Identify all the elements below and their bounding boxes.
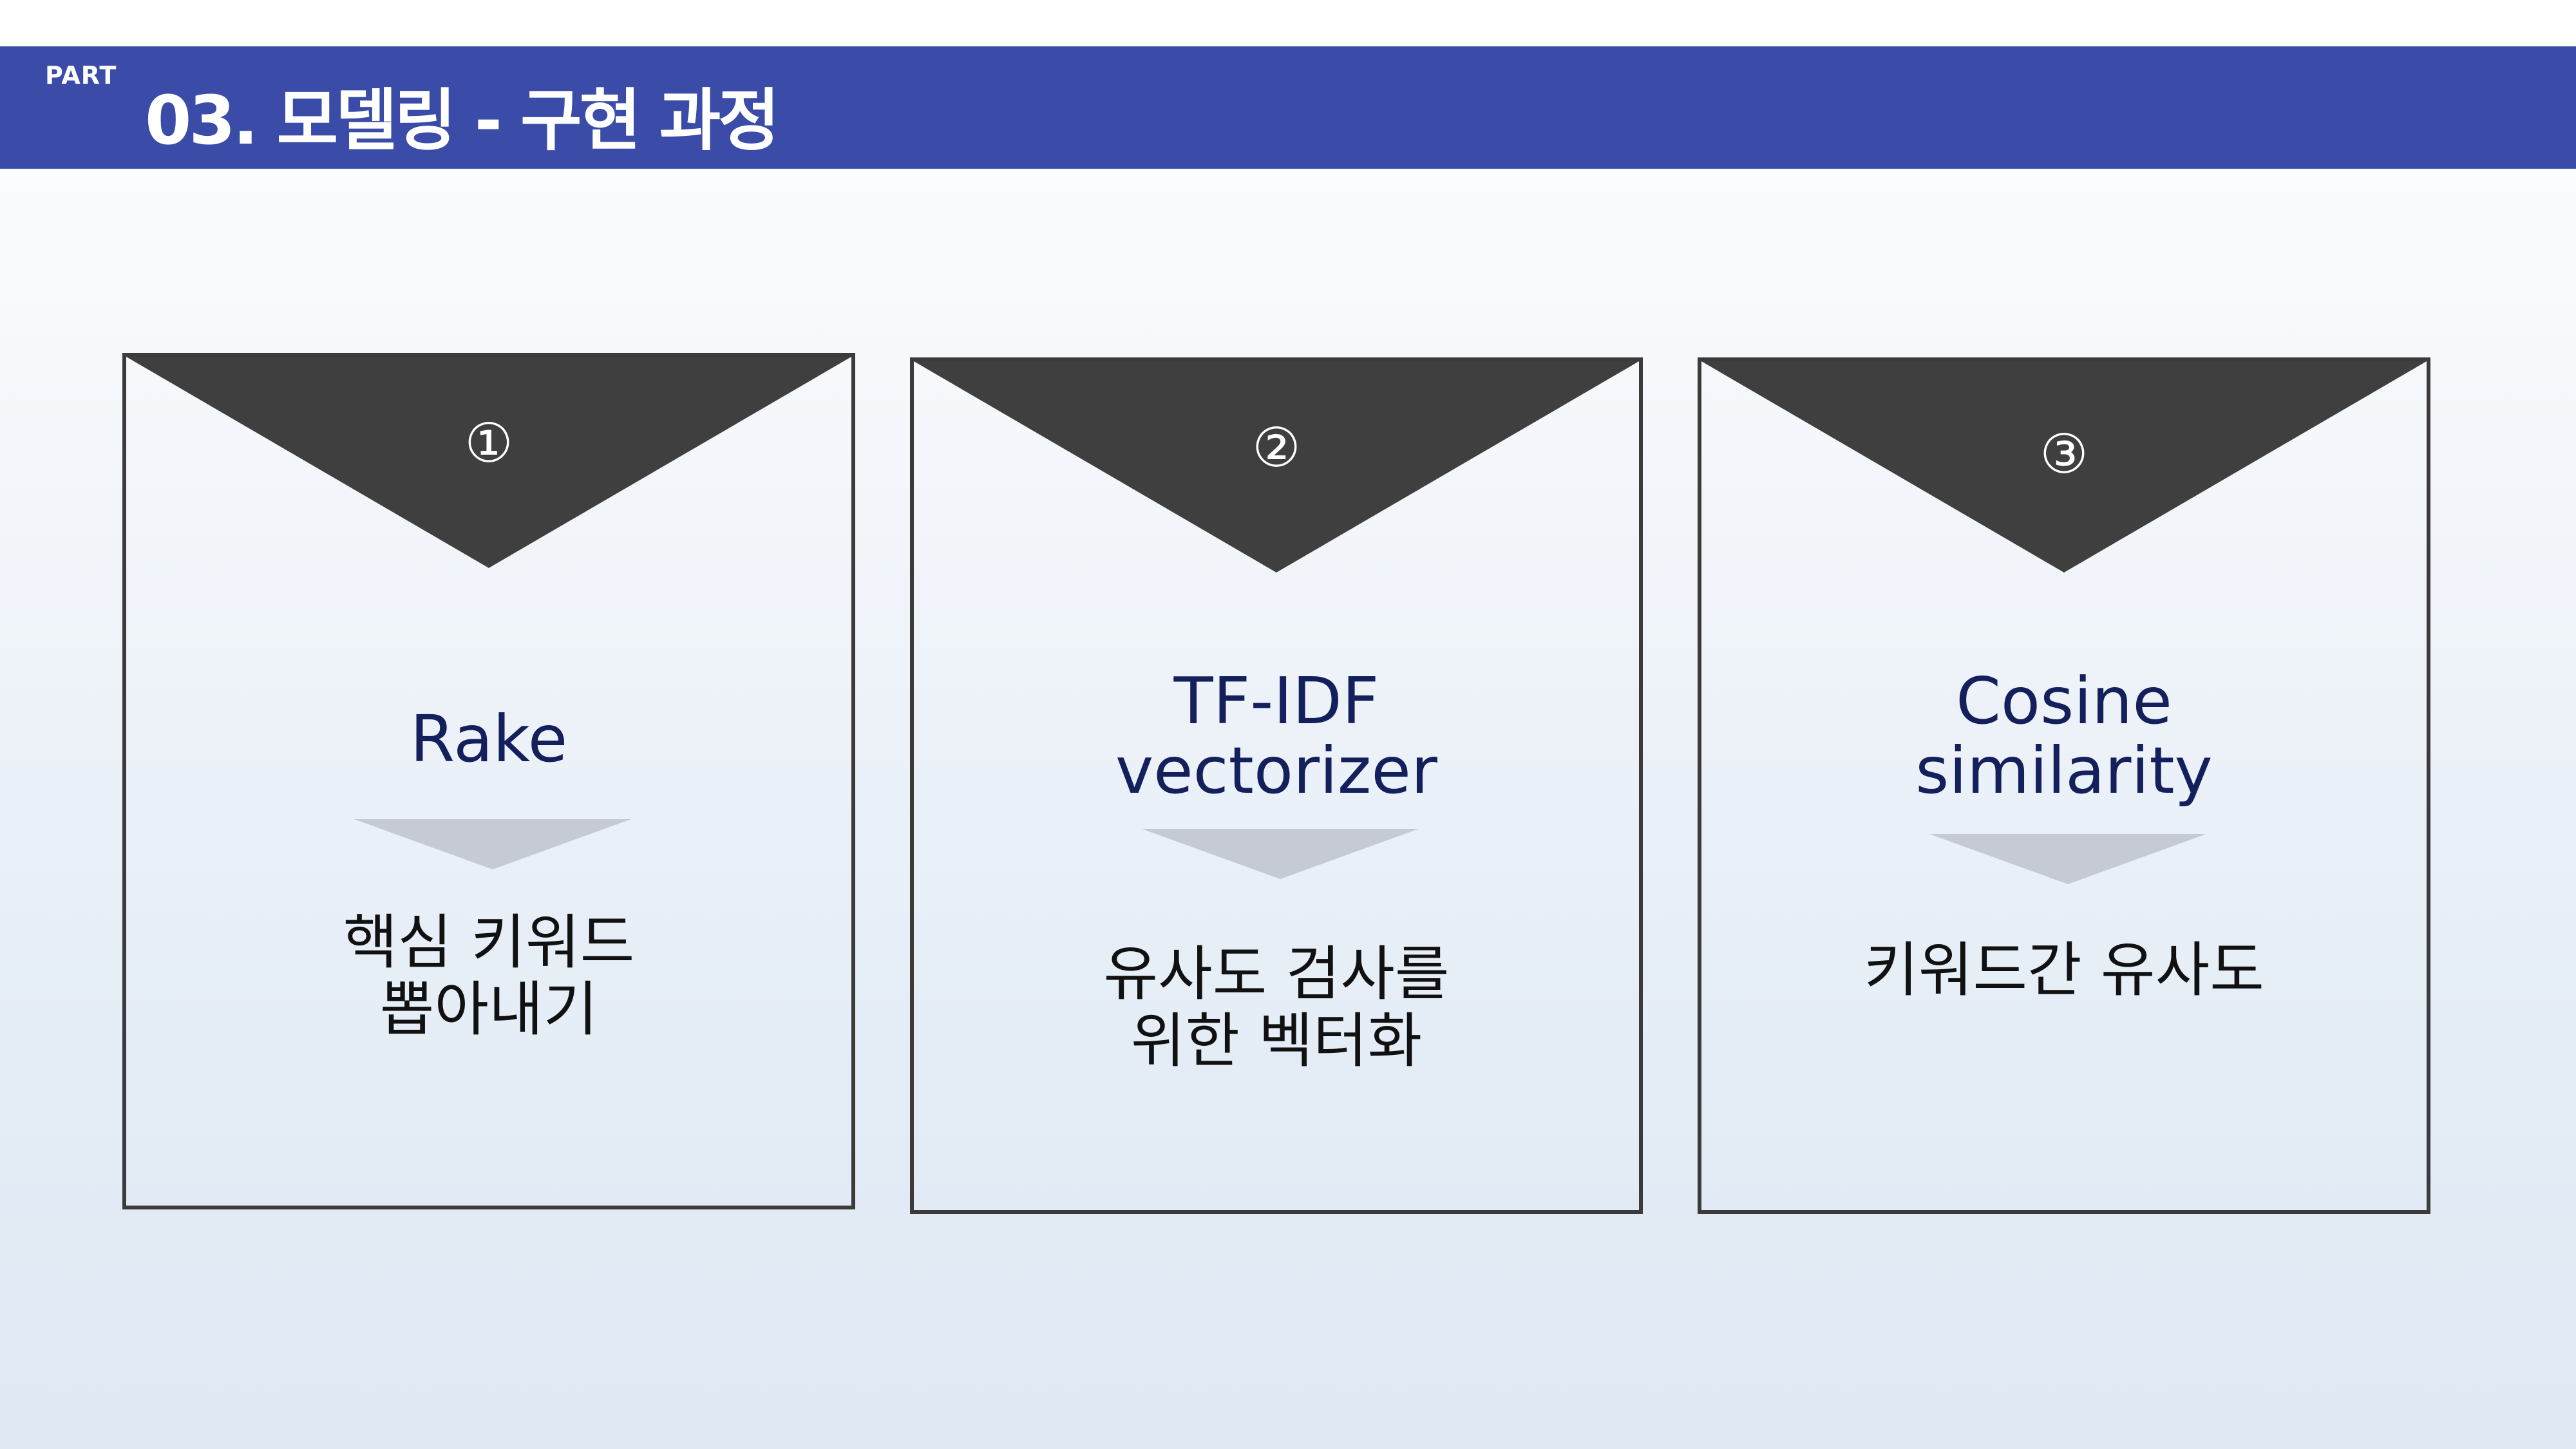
process-card-tfidf: ② TF-IDF vectorizer 유사도 검사를 위한 벡터화: [910, 357, 1643, 1214]
method-description: 키워드간 유사도: [1701, 937, 2427, 1004]
description-line: 핵심 키워드: [343, 908, 635, 977]
method-title-line: TF-IDF: [1173, 663, 1379, 739]
down-arrow-icon: [1929, 834, 2206, 884]
method-description: 유사도 검사를 위한 벡터화: [914, 941, 1639, 1075]
step-number-badge: ②: [1252, 416, 1301, 479]
description-line: 위한 벡터화: [1130, 1007, 1423, 1075]
description-line: 뽑아내기: [379, 975, 598, 1044]
card-notch-shape: [914, 361, 1639, 573]
method-title: Rake: [126, 705, 851, 774]
down-arrow-icon: [354, 819, 631, 869]
down-arrow-icon: [1142, 829, 1419, 879]
method-title-line: Cosine: [1956, 663, 2172, 739]
method-title-line: Rake: [410, 701, 568, 777]
method-title-line: similarity: [1915, 733, 2213, 808]
part-label: PART: [45, 61, 117, 90]
method-title: TF-IDF vectorizer: [914, 667, 1639, 806]
method-description: 핵심 키워드 뽑아내기: [126, 909, 851, 1043]
page-title: 03. 모델링 - 구현 과정: [145, 81, 780, 160]
card-notch-shape: [126, 357, 851, 568]
process-card-rake: ① Rake 핵심 키워드 뽑아내기: [122, 353, 855, 1209]
method-title: Cosine similarity: [1701, 667, 2427, 806]
card-notch-shape: [1701, 361, 2427, 573]
method-title-line: vectorizer: [1115, 733, 1438, 808]
description-line: 유사도 검사를: [1103, 940, 1450, 1009]
process-card-cosine: ③ Cosine similarity 키워드간 유사도: [1698, 357, 2430, 1214]
step-number-badge: ①: [464, 412, 513, 475]
header-bar: [0, 46, 2576, 169]
step-number-badge: ③: [2040, 422, 2088, 486]
description-line: 키워드간 유사도: [1864, 936, 2264, 1005]
